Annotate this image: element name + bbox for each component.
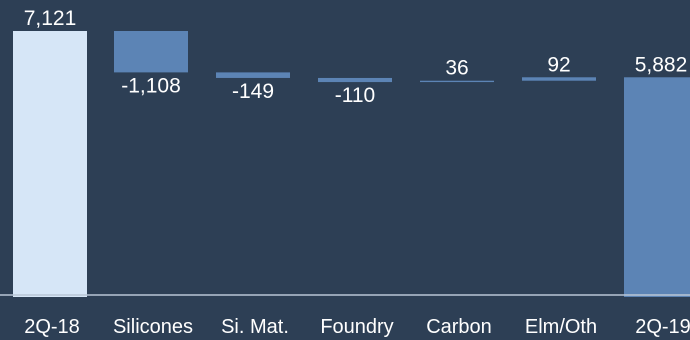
bar-2q-18 [13, 31, 87, 297]
x-tick-label: Si. Mat. [221, 316, 289, 338]
x-tick-label: Elm/Oth [525, 316, 597, 338]
x-tick-label: Foundry [320, 316, 393, 338]
data-label: 92 [547, 53, 570, 76]
bar-group [13, 31, 690, 297]
x-tick-label: 2Q-19 [635, 316, 690, 338]
data-label: 5,882 [635, 53, 688, 76]
bar-2q-19 [624, 77, 690, 297]
data-label: -149 [232, 80, 274, 103]
x-tick-label: Silicones [113, 316, 193, 338]
data-label: 36 [445, 57, 468, 80]
bar-si-mat [216, 72, 290, 78]
x-tick-label-group: 2Q-18 Silicones Si. Mat. Foundry Carbon Elm/O… [24, 316, 690, 338]
data-label: -1,108 [121, 74, 181, 97]
data-label-group: 7,121 -1,108 -149 -110 36 92 5,882 [24, 7, 688, 107]
bar-carbon [420, 80, 494, 83]
bar-foundry [318, 77, 392, 83]
bar-silicones [114, 31, 188, 73]
data-label: 7,121 [24, 7, 77, 30]
data-label: -110 [335, 84, 375, 107]
x-tick-label: 2Q-18 [24, 316, 80, 338]
x-tick-label: Carbon [426, 316, 492, 338]
bar-elm-oth [522, 77, 596, 81]
